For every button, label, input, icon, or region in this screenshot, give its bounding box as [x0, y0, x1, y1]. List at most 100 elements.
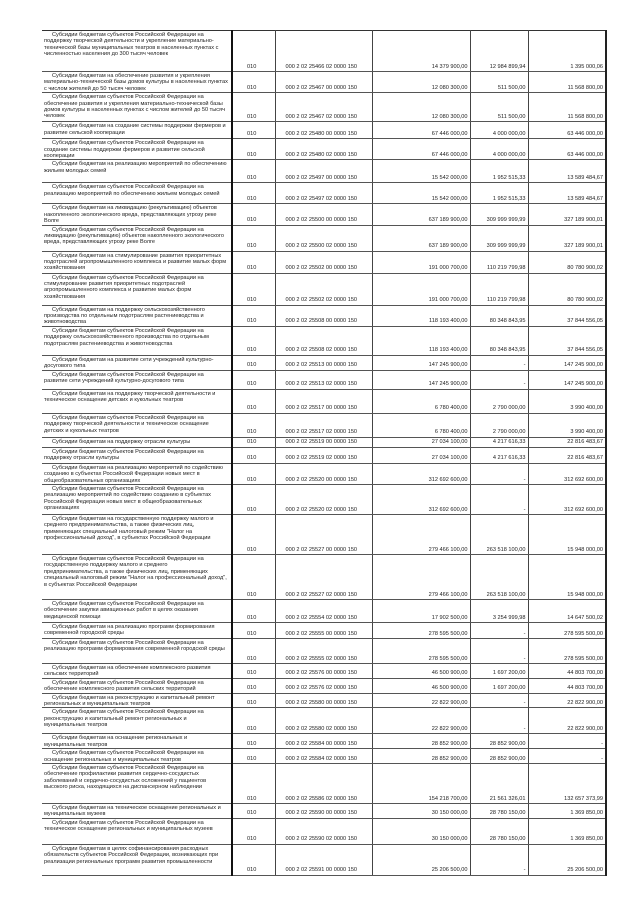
row-approved-amount: 6 780 400,00: [372, 413, 471, 438]
row-executed-amount: -: [470, 463, 529, 485]
row-approved-amount: 312 692 600,00: [372, 463, 471, 485]
row-line-code: 010: [232, 437, 276, 448]
row-unexecuted-amount: 63 446 000,00: [528, 121, 607, 140]
row-approved-amount: 147 245 900,00: [372, 355, 471, 371]
row-description: Субсидии бюджетам субъектов Российской Ф…: [42, 707, 233, 735]
row-budget-code: 000 2 02 25591 00 0000 150: [275, 844, 373, 876]
row-line-code: 010: [232, 803, 276, 819]
row-description: Субсидии бюджетам субъектов Российской Ф…: [42, 413, 233, 438]
table-row: Субсидии бюджетам субъектов Российской Ф…: [42, 30, 607, 72]
row-line-code: 010: [232, 203, 276, 226]
row-unexecuted-amount: 15 948 000,00: [528, 514, 607, 555]
row-unexecuted-amount: 1 369 850,00: [528, 803, 607, 819]
row-approved-amount: 279 466 100,00: [372, 514, 471, 555]
row-budget-code: 000 2 02 25584 00 0000 150: [275, 733, 373, 750]
row-line-code: 010: [232, 273, 276, 306]
row-budget-code: 000 2 02 25554 02 0000 150: [275, 599, 373, 623]
row-approved-amount: 637 189 900,00: [372, 225, 471, 252]
table-row: Субсидии бюджетам субъектов Российской Ф…: [42, 638, 607, 664]
row-unexecuted-amount: 14 647 500,02: [528, 599, 607, 623]
row-line-code: 010: [232, 707, 276, 735]
row-executed-amount: 511 500,00: [470, 71, 529, 94]
row-executed-amount: 80 348 843,95: [470, 326, 529, 356]
row-budget-code: 000 2 02 25519 00 0000 150: [275, 437, 373, 448]
row-approved-amount: 27 034 100,00: [372, 447, 471, 464]
row-unexecuted-amount: 3 990 400,00: [528, 413, 607, 438]
row-description: Субсидии бюджетам на реализацию мероприя…: [42, 159, 233, 184]
row-executed-amount: 511 500,00: [470, 92, 529, 123]
row-line-code: 010: [232, 678, 276, 694]
row-approved-amount: 118 193 400,00: [372, 305, 471, 327]
row-description: Субсидии бюджетам на реконструкцию и кап…: [42, 693, 233, 709]
table-row: Субсидии бюджетам на техническое оснащен…: [42, 803, 607, 819]
row-line-code: 010: [232, 733, 276, 750]
row-unexecuted-amount: 312 692 600,00: [528, 484, 607, 515]
row-unexecuted-amount: 147 245 900,00: [528, 370, 607, 390]
row-line-code: 010: [232, 599, 276, 623]
row-line-code: 010: [232, 389, 276, 414]
table-row: Субсидии бюджетам субъектов Российской Ф…: [42, 92, 607, 123]
row-description: Субсидии бюджетам субъектов Российской Ф…: [42, 484, 233, 515]
row-budget-code: 000 2 02 25502 02 0000 150: [275, 273, 373, 306]
row-description: Субсидии бюджетам на государственную под…: [42, 514, 233, 555]
row-budget-code: 000 2 02 25517 02 0000 150: [275, 413, 373, 438]
table-row: Субсидии бюджетам субъектов Российской Ф…: [42, 225, 607, 252]
row-line-code: 010: [232, 484, 276, 515]
row-description: Субсидии бюджетам субъектов Российской Ф…: [42, 92, 233, 123]
row-budget-code: 000 2 02 25500 00 0000 150: [275, 203, 373, 226]
table-row: Субсидии бюджетам субъектов Российской Ф…: [42, 326, 607, 356]
row-executed-amount: 21 561 326,01: [470, 763, 529, 804]
row-approved-amount: 118 193 400,00: [372, 326, 471, 356]
row-budget-code: 000 2 02 25467 02 0000 150: [275, 92, 373, 123]
row-executed-amount: 263 518 100,00: [470, 514, 529, 555]
row-description: Субсидии бюджетам субъектов Российской Ф…: [42, 554, 233, 600]
row-budget-code: 000 2 02 25467 00 0000 150: [275, 71, 373, 94]
row-description: Субсидии бюджетам субъектов Российской Ф…: [42, 138, 233, 161]
row-approved-amount: 46 500 900,00: [372, 678, 471, 694]
row-unexecuted-amount: 1 369 850,00: [528, 818, 607, 845]
row-approved-amount: 191 000 700,00: [372, 251, 471, 274]
row-executed-amount: 4 000 000,00: [470, 138, 529, 161]
table-row: Субсидии бюджетам субъектов Российской Ф…: [42, 413, 607, 438]
row-line-code: 010: [232, 844, 276, 876]
row-budget-code: 000 2 02 25555 02 0000 150: [275, 638, 373, 664]
row-approved-amount: 278 595 500,00: [372, 622, 471, 639]
row-executed-amount: 309 999 999,99: [470, 203, 529, 226]
row-description: Субсидии бюджетам субъектов Российской Ф…: [42, 599, 233, 623]
row-budget-code: 000 2 02 25520 00 0000 150: [275, 463, 373, 485]
table-row: Субсидии бюджетам на поддержку сельскохо…: [42, 305, 607, 327]
row-approved-amount: 12 080 300,00: [372, 71, 471, 94]
row-budget-code: 000 2 02 25480 00 0000 150: [275, 121, 373, 140]
row-executed-amount: 1 697 200,00: [470, 663, 529, 679]
row-executed-amount: 4 000 000,00: [470, 121, 529, 140]
row-executed-amount: 1 697 200,00: [470, 678, 529, 694]
table-row: Субсидии бюджетам на обеспечение развити…: [42, 71, 607, 94]
row-unexecuted-amount: 22 822 900,00: [528, 693, 607, 709]
row-approved-amount: 22 822 900,00: [372, 693, 471, 709]
row-unexecuted-amount: 1 395 000,06: [528, 30, 607, 72]
row-budget-code: 000 2 02 25513 02 0000 150: [275, 370, 373, 390]
row-unexecuted-amount: 15 948 000,00: [528, 554, 607, 600]
row-line-code: 010: [232, 121, 276, 140]
row-line-code: 010: [232, 748, 276, 764]
row-approved-amount: 17 902 500,00: [372, 599, 471, 623]
row-executed-amount: 12 984 899,94: [470, 30, 529, 72]
row-executed-amount: -: [470, 707, 529, 735]
row-unexecuted-amount: 37 844 556,05: [528, 305, 607, 327]
row-executed-amount: 28 852 900,00: [470, 733, 529, 750]
table-row: Субсидии бюджетам субъектов Российской Ф…: [42, 818, 607, 845]
table-row: Субсидии бюджетам на реализацию мероприя…: [42, 159, 607, 184]
row-unexecuted-amount: 63 446 000,00: [528, 138, 607, 161]
row-budget-code: 000 2 02 25586 02 0000 150: [275, 763, 373, 804]
row-description: Субсидии бюджетам в целях софинансирован…: [42, 844, 233, 876]
row-executed-amount: 2 790 000,00: [470, 389, 529, 414]
row-executed-amount: -: [470, 622, 529, 639]
row-unexecuted-amount: 327 189 900,01: [528, 225, 607, 252]
row-budget-code: 000 2 02 25520 02 0000 150: [275, 484, 373, 515]
row-unexecuted-amount: 25 206 500,00: [528, 844, 607, 876]
row-line-code: 010: [232, 30, 276, 72]
row-executed-amount: -: [470, 370, 529, 390]
row-description: Субсидии бюджетам субъектов Российской Ф…: [42, 748, 233, 764]
row-description: Субсидии бюджетам на обеспечение развити…: [42, 71, 233, 94]
row-description: Субсидии бюджетам на обеспечение комплек…: [42, 663, 233, 679]
